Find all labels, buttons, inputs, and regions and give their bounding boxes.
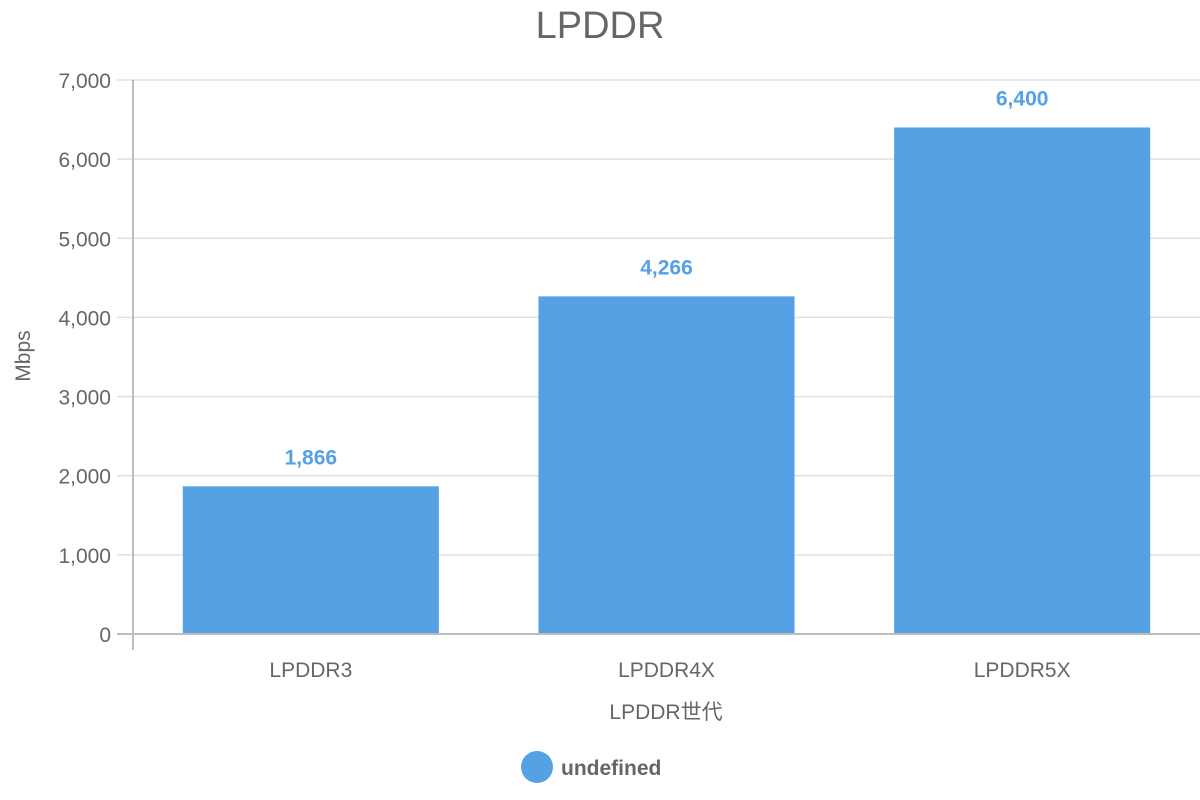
y-tick-label: 7,000 xyxy=(58,70,111,93)
y-axis-label: Mbps xyxy=(12,330,35,381)
bars xyxy=(182,127,1151,634)
y-tick-label: 4,000 xyxy=(58,307,111,330)
bar[interactable] xyxy=(894,127,1151,634)
y-tick-label: 2,000 xyxy=(58,466,111,489)
x-axis-label: LPDDR世代 xyxy=(609,701,722,724)
legend-swatch-icon xyxy=(521,751,553,783)
y-axis-ticks: 0 1,000 2,000 3,000 4,000 5,000 6,000 7,000 xyxy=(58,70,133,647)
data-label: 1,866 xyxy=(285,446,338,469)
x-axis-ticks: LPDDR3 LPDDR4X LPDDR5X xyxy=(269,659,1070,682)
x-tick-label: LPDDR5X xyxy=(974,659,1071,682)
y-tick-label: 1,000 xyxy=(58,545,111,568)
y-tick-label: 5,000 xyxy=(58,228,111,251)
data-label: 6,400 xyxy=(996,87,1049,110)
bar[interactable] xyxy=(538,296,795,634)
x-tick-label: LPDDR4X xyxy=(618,659,715,682)
x-tick-label: LPDDR3 xyxy=(269,659,352,682)
legend-label: undefined xyxy=(561,757,661,780)
data-labels: 1,866 4,266 6,400 xyxy=(285,87,1049,469)
y-tick-label: 0 xyxy=(99,624,111,647)
y-tick-label: 6,000 xyxy=(58,149,111,172)
y-tick-label: 3,000 xyxy=(58,387,111,410)
data-label: 4,266 xyxy=(640,256,693,279)
chart-title: LPDDR xyxy=(536,5,665,47)
legend[interactable]: undefined xyxy=(521,751,661,783)
bar[interactable] xyxy=(182,486,439,634)
